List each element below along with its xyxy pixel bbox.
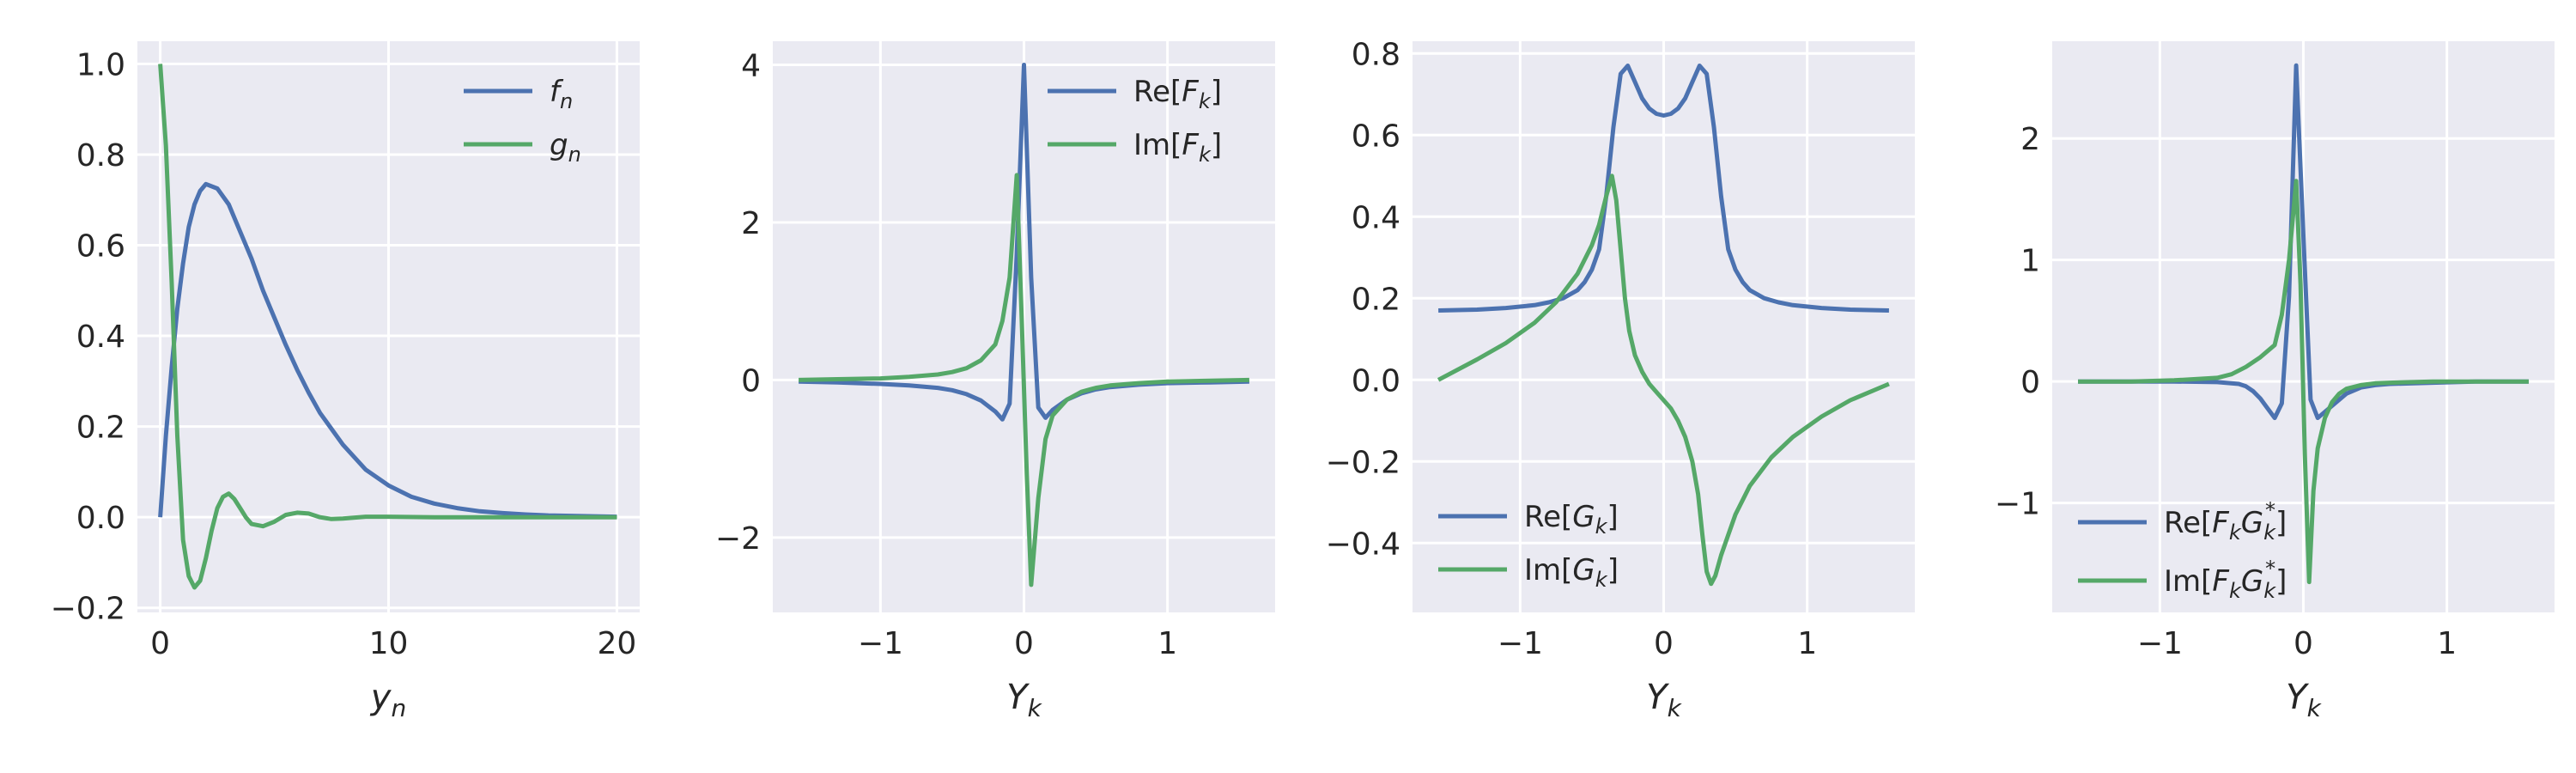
y-tick-label: −0.2 — [51, 592, 125, 627]
y-tick-label: 2 — [2020, 122, 2040, 157]
y-tick-label: 0.2 — [76, 411, 125, 446]
y-tick-label: −2 — [715, 521, 761, 557]
x-tick-label: −1 — [2137, 626, 2183, 661]
y-tick-label: 0 — [2020, 365, 2040, 400]
y-tick-label: 0.4 — [76, 320, 125, 355]
y-tick-label: 0.0 — [76, 501, 125, 536]
y-tick-label: 1.0 — [76, 47, 125, 82]
legend-label-1: Re[FkGk*] — [2164, 498, 2287, 545]
y-tick-label: −1 — [1995, 487, 2040, 522]
x-tick-label: 0 — [1014, 626, 1034, 661]
series-line-2 — [1437, 173, 1890, 587]
legend-label-1: Re[Fk] — [1133, 75, 1222, 113]
y-tick-label: 0.0 — [1352, 363, 1400, 399]
x-tick-label: 0 — [150, 626, 170, 661]
legend-label-2: Im[Gk] — [1524, 553, 1619, 592]
x-tick-label: 0 — [2293, 626, 2313, 661]
legend-label-1: Re[Gk] — [1524, 500, 1619, 539]
y-tick-label: 0.8 — [76, 138, 125, 173]
series-line-2 — [158, 64, 617, 590]
x-axis-label: Yk — [1646, 678, 1682, 722]
x-axis-label: yn — [370, 678, 406, 722]
x-tick-label: 10 — [369, 626, 409, 661]
y-tick-label: −0.2 — [1326, 445, 1400, 480]
x-tick-label: 0 — [1654, 626, 1674, 661]
x-tick-label: 1 — [1797, 626, 1817, 661]
y-tick-label: 0.4 — [1352, 200, 1400, 235]
x-axis-label: Yk — [1006, 678, 1042, 722]
panel-3: −1 0 1 −0.4 −0.2 0.0 0.2 0.4 0.6 0.8 Yk Re[Gk] Im[Gk… — [1326, 37, 1915, 722]
y-tick-label: 0.6 — [1352, 119, 1400, 154]
y-tick-label: 0 — [741, 363, 761, 399]
series-line-1 — [158, 181, 617, 520]
y-tick-label: 0.6 — [76, 229, 125, 265]
x-tick-label: −1 — [1498, 626, 1543, 661]
legend-label-2: Im[FkGk*] — [2164, 557, 2287, 603]
x-tick-label: 1 — [2437, 626, 2457, 661]
panel-2: −1 0 1 −2 0 2 4 Yk Re[Fk] Im[Fk] — [715, 41, 1275, 722]
x-tick-label: 1 — [1157, 626, 1177, 661]
y-tick-label: 0.2 — [1352, 282, 1400, 317]
x-tick-label: 20 — [598, 626, 637, 661]
y-tick-label: 4 — [741, 49, 761, 84]
series-line-2 — [799, 173, 1249, 587]
legend-label-2: gn — [550, 128, 581, 167]
y-tick-label: 2 — [741, 206, 761, 241]
y-tick-label: 1 — [2020, 244, 2040, 279]
x-axis-label: Yk — [2286, 678, 2322, 722]
panel-4: −1 0 1 −1 0 1 2 Yk Re[FkGk*] Im[FkGk*] — [1995, 41, 2555, 722]
series-line-1 — [1438, 64, 1889, 313]
x-tick-label: −1 — [858, 626, 903, 661]
y-tick-label: −0.4 — [1326, 526, 1400, 562]
y-tick-label: 0.8 — [1352, 37, 1400, 72]
legend-label-2: Im[Fk] — [1133, 128, 1222, 167]
series-line-2 — [2078, 179, 2529, 585]
